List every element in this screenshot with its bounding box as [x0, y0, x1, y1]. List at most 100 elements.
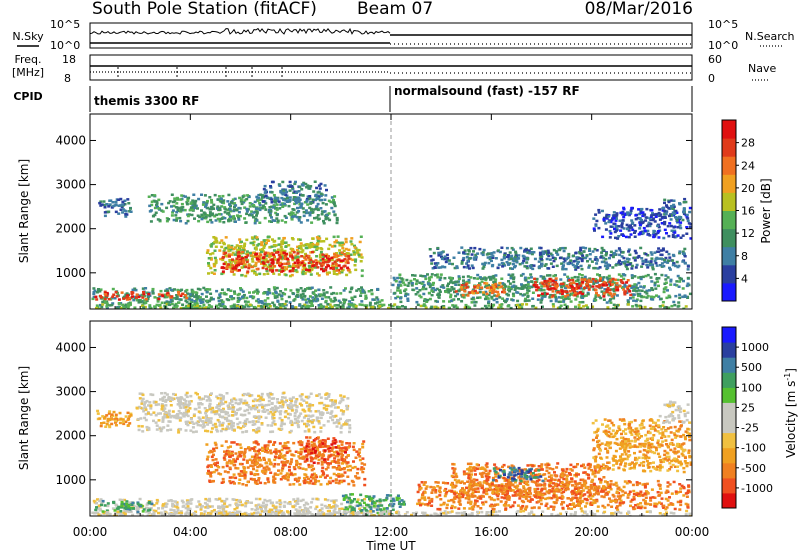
data-pixel — [230, 244, 234, 248]
data-pixel — [369, 499, 372, 502]
data-pixel — [316, 512, 320, 516]
data-pixel — [682, 207, 686, 210]
data-pixel — [271, 504, 275, 507]
data-pixel — [185, 422, 188, 425]
data-pixel — [218, 302, 222, 306]
data-pixel — [332, 255, 336, 259]
data-pixel — [342, 289, 346, 292]
data-pixel — [609, 301, 613, 304]
data-pixel — [294, 306, 298, 309]
data-pixel — [403, 289, 407, 293]
data-pixel — [319, 182, 323, 186]
data-pixel — [144, 298, 148, 301]
data-pixel — [247, 264, 251, 267]
data-pixel — [228, 511, 232, 514]
data-pixel — [419, 295, 423, 299]
data-pixel — [580, 277, 584, 280]
data-pixel — [562, 284, 566, 288]
data-pixel — [161, 504, 165, 507]
data-pixel — [260, 241, 264, 244]
data-pixel — [485, 306, 489, 309]
data-pixel — [526, 294, 530, 298]
data-pixel — [220, 239, 224, 242]
data-pixel — [531, 291, 535, 294]
data-pixel — [283, 400, 287, 404]
data-pixel — [210, 510, 214, 513]
data-pixel — [330, 245, 334, 248]
data-pixel — [215, 304, 218, 308]
data-pixel — [649, 307, 653, 309]
data-pixel — [319, 259, 323, 262]
data-pixel — [142, 403, 146, 406]
data-pixel — [302, 264, 306, 267]
data-pixel — [595, 291, 598, 295]
data-pixel — [186, 219, 190, 223]
data-pixel — [521, 272, 525, 276]
data-pixel — [275, 213, 279, 217]
data-pixel — [196, 287, 200, 291]
data-pixel — [136, 502, 140, 506]
data-pixel — [176, 288, 180, 292]
data-pixel — [463, 290, 467, 293]
data-pixel — [336, 254, 340, 257]
data-pixel — [617, 225, 621, 228]
data-pixel — [223, 410, 227, 414]
data-pixel — [588, 249, 591, 252]
data-pixel — [286, 412, 290, 416]
data-pixel — [330, 264, 334, 268]
data-pixel — [604, 261, 608, 265]
data-pixel — [124, 213, 128, 216]
data-pixel — [281, 205, 285, 208]
data-pixel — [564, 286, 567, 289]
data-pixel — [219, 257, 223, 261]
data-pixel — [333, 213, 337, 216]
data-pixel — [663, 209, 667, 213]
data-pixel — [322, 222, 326, 225]
data-pixel — [373, 306, 376, 309]
data-pixel — [194, 199, 198, 203]
data-pixel — [308, 301, 312, 304]
data-pixel — [95, 298, 99, 301]
data-pixel — [260, 194, 264, 197]
data-pixel — [672, 254, 676, 258]
data-pixel — [203, 194, 207, 197]
data-pixel — [243, 244, 246, 248]
data-pixel — [514, 252, 518, 255]
data-pixel — [682, 201, 686, 204]
data-pixel — [95, 291, 99, 294]
data-pixel — [521, 254, 525, 258]
data-pixel — [533, 277, 537, 281]
data-pixel — [325, 397, 329, 400]
data-pixel — [509, 306, 513, 309]
data-pixel — [315, 394, 319, 397]
data-pixel — [614, 224, 618, 228]
data-pixel — [661, 216, 664, 219]
data-pixel — [557, 296, 561, 299]
data-pixel — [633, 224, 637, 227]
data-pixel — [329, 411, 333, 415]
data-pixel — [607, 220, 611, 224]
data-pixel — [281, 403, 285, 406]
data-pixel — [273, 294, 277, 297]
data-pixel — [270, 402, 274, 405]
data-pixel — [211, 297, 215, 301]
data-pixel — [251, 404, 255, 408]
data-pixel — [663, 198, 667, 202]
data-pixel — [511, 248, 515, 251]
data-pixel — [324, 254, 328, 258]
data-pixel — [255, 236, 259, 239]
data-pixel — [145, 399, 149, 403]
data-pixel — [212, 236, 216, 239]
data-pixel — [284, 193, 288, 196]
data-pixel — [502, 288, 506, 291]
data-pixel — [359, 294, 363, 297]
data-pixel — [657, 284, 660, 288]
data-pixel — [617, 273, 621, 276]
data-pixel — [186, 213, 190, 216]
data-pixel — [283, 254, 287, 258]
data-pixel — [268, 263, 272, 267]
data-pixel — [300, 250, 304, 254]
data-pixel — [301, 298, 305, 301]
data-pixel — [307, 297, 310, 301]
data-pixel — [669, 218, 673, 221]
